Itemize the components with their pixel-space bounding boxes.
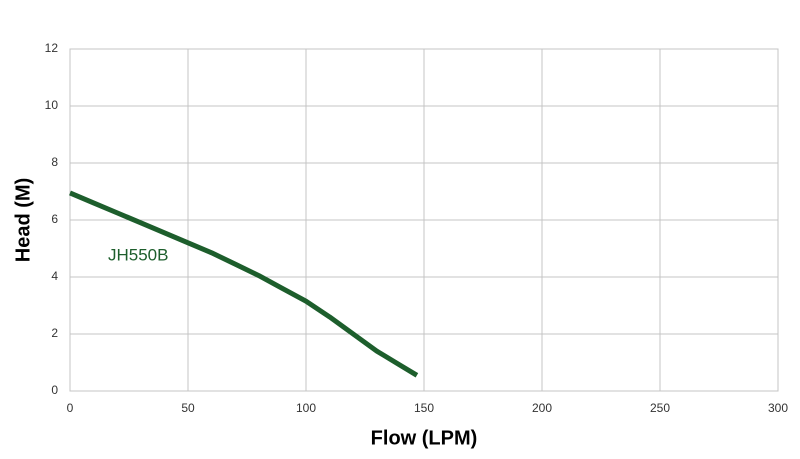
y-tick-label: 4 xyxy=(51,269,58,283)
plot-border xyxy=(69,48,779,392)
y-tick-label: 8 xyxy=(51,155,58,169)
x-tick-label: 300 xyxy=(768,401,788,415)
y-tick-label: 0 xyxy=(51,383,58,397)
series-label: JH550B xyxy=(108,245,168,264)
x-tick-label: 50 xyxy=(181,401,195,415)
x-tick-label: 250 xyxy=(650,401,670,415)
x-tick-label: 100 xyxy=(296,401,316,415)
curve xyxy=(69,190,419,378)
x-tick-label: 150 xyxy=(414,401,434,415)
y-axis-title: Head (M) xyxy=(12,178,34,262)
y-tick-label: 12 xyxy=(45,41,59,55)
x-tick-label: 200 xyxy=(532,401,552,415)
x-tick-label: 0 xyxy=(67,401,74,415)
y-tick-label: 2 xyxy=(51,326,58,340)
y-tick-label: 10 xyxy=(45,98,59,112)
y-tick-label: 6 xyxy=(51,212,58,226)
x-axis-title: Flow (LPM) xyxy=(371,427,478,449)
